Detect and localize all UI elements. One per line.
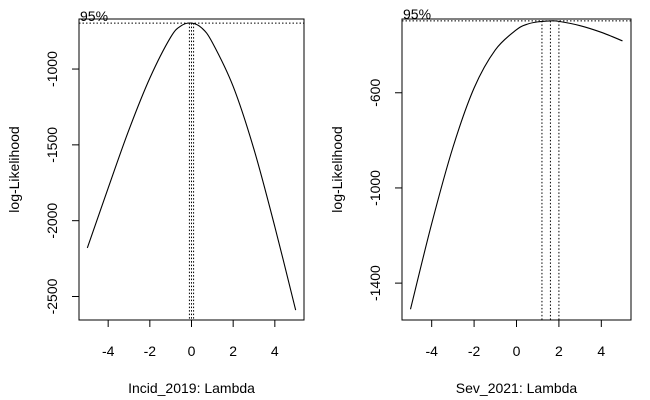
x-axis-title: Incid_2019: Lambda xyxy=(128,380,255,396)
x-tick-label: -2 xyxy=(468,343,481,359)
x-tick-label: -2 xyxy=(144,343,157,359)
chart-panel-1: -4 -2 0 2 4 -1000 -1500 -2000 -2500 Incid_2019: L… xyxy=(6,8,305,396)
x-tick-label: -4 xyxy=(102,343,115,359)
x-tick-label: 0 xyxy=(513,343,521,359)
x-tick-label: -4 xyxy=(425,343,438,359)
y-axis-title: log-Likelihood xyxy=(329,126,345,212)
plot-frame xyxy=(78,18,305,321)
y-axis-title: log-Likelihood xyxy=(6,126,22,212)
x-axis-title: Sev_2021: Lambda xyxy=(456,380,578,396)
chart-panel-2: -4 -2 0 2 4 -600 -1000 -1400 Sev_2021: Lambda log… xyxy=(329,6,632,396)
x-tick-label: 4 xyxy=(271,343,279,359)
plot-frame xyxy=(401,18,632,321)
y-tick-label: -600 xyxy=(367,79,383,107)
x-tick-label: 0 xyxy=(188,343,196,359)
ci-label: 95% xyxy=(403,6,431,22)
x-tick-label: 2 xyxy=(555,343,563,359)
y-tick-label: -2500 xyxy=(44,278,60,314)
y-tick-label: -1000 xyxy=(44,51,60,87)
x-tick-label: 4 xyxy=(597,343,605,359)
y-tick-label: -2000 xyxy=(44,203,60,239)
likelihood-curve xyxy=(86,22,297,311)
y-tick-label: -1000 xyxy=(367,170,383,206)
ci-label: 95% xyxy=(80,8,108,24)
x-tick-label: 2 xyxy=(229,343,237,359)
likelihood-curve xyxy=(409,20,623,310)
y-tick-label: -1500 xyxy=(44,127,60,163)
y-tick-label: -1400 xyxy=(367,265,383,301)
